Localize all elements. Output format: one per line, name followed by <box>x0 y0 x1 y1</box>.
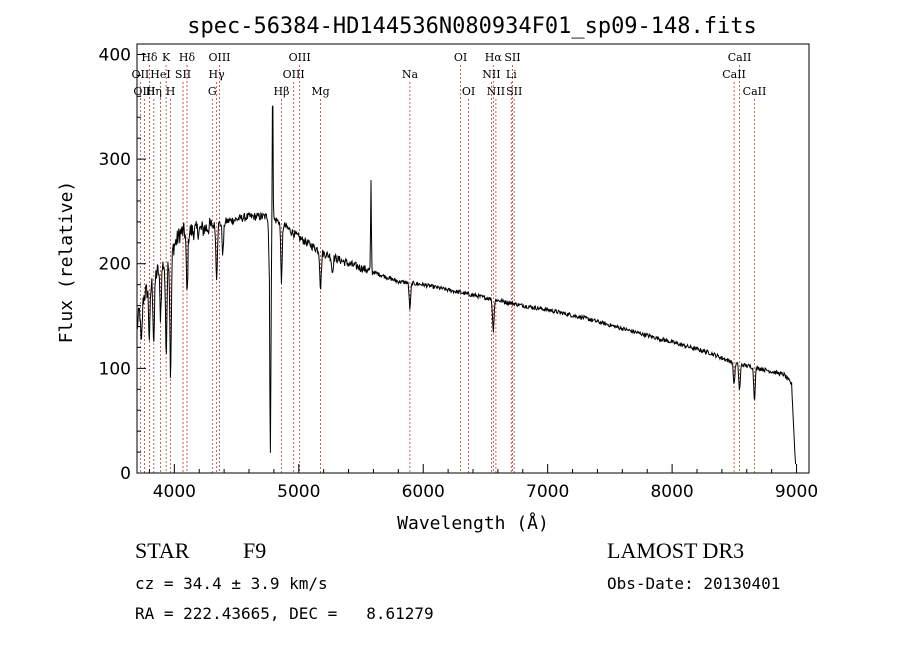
spectral-line-label: SII <box>506 85 522 98</box>
coordinates-readout: RA = 222.43665, DEC = 8.61279 <box>135 604 434 623</box>
spectral-line-label: OIII <box>289 51 311 64</box>
spectral-line-label: H <box>166 85 176 98</box>
spectral-line-label: Na <box>402 68 419 81</box>
spectral-line-label: Hα <box>485 51 503 64</box>
x-axis-label: Wavelength (Å) <box>397 512 549 534</box>
x-tick-label: 9000 <box>775 482 818 502</box>
y-tick-label: 400 <box>99 45 131 65</box>
spectral-line-label: Hδ <box>141 51 158 64</box>
survey-name: LAMOST DR3 <box>607 538 745 563</box>
spectral-line-label: SII <box>175 68 191 81</box>
spectral-line-label: OIII <box>208 51 230 64</box>
spectral-line-label: HeI <box>150 68 170 81</box>
redshift-readout: cz = 34.4 ± 3.9 km/s <box>135 574 328 593</box>
spectral-line-label: CaII <box>743 85 767 98</box>
spectral-line-label: OI <box>462 85 475 98</box>
y-tick-label: 100 <box>99 359 131 379</box>
spectral-line-label: SII <box>504 51 520 64</box>
plot-frame <box>136 43 810 474</box>
spectral-line-label: CaII <box>728 51 752 64</box>
spectral-line-label: OIII <box>133 85 155 98</box>
spectral-line-label: G <box>208 85 217 98</box>
x-tick-label: 4000 <box>153 482 196 502</box>
spectral-line-label: OII <box>132 68 150 81</box>
spectrum-plot: spec-56384-HD144536N080934F01_sp09-148.f… <box>56 14 818 534</box>
chart-title: spec-56384-HD144536N080934F01_sp09-148.f… <box>187 14 757 39</box>
spectral-line-label: NII <box>482 68 500 81</box>
x-tick-label: 7000 <box>526 482 569 502</box>
x-tick-label: 8000 <box>650 482 693 502</box>
spectral-line-label: Li <box>506 68 517 81</box>
object-class: STAR <box>135 538 190 563</box>
spectral-line-label: Hη <box>146 85 162 98</box>
y-axis-label: Flux (relative) <box>56 181 77 344</box>
spectral-line-label: CaII <box>722 68 746 81</box>
spectral-line-label: NII <box>487 85 505 98</box>
y-tick-label: 200 <box>99 255 131 275</box>
x-tick-label: 5000 <box>277 482 320 502</box>
spectrum-series <box>136 105 797 465</box>
object-subclass: F9 <box>243 538 267 563</box>
spectral-line-label: Hγ <box>209 68 226 81</box>
spectral-line-label: Hδ <box>179 51 196 64</box>
observation-date: Obs-Date: 20130401 <box>607 574 781 593</box>
spectral-line-label: OI <box>454 51 467 64</box>
y-tick-label: 0 <box>120 464 131 484</box>
spectral-line-label: Mg <box>311 85 329 98</box>
spectral-line-markers <box>139 65 755 473</box>
spectral-line-label: K <box>162 51 171 64</box>
y-tick-label: 300 <box>99 150 131 170</box>
spectral-line-labels: Hδ OII OIII K HeI Hη SII H Hδ OIII Hγ G Hβ OIII OIII Mg… <box>132 51 767 98</box>
spectral-line-label: OIII <box>283 68 305 81</box>
y-axis-ticks: 0 100 200 300 400 <box>99 45 146 484</box>
x-tick-label: 6000 <box>402 482 445 502</box>
x-axis-ticks: 4000 5000 6000 7000 8000 9000 <box>148 464 818 502</box>
spectral-line-label: Hβ <box>274 85 290 98</box>
